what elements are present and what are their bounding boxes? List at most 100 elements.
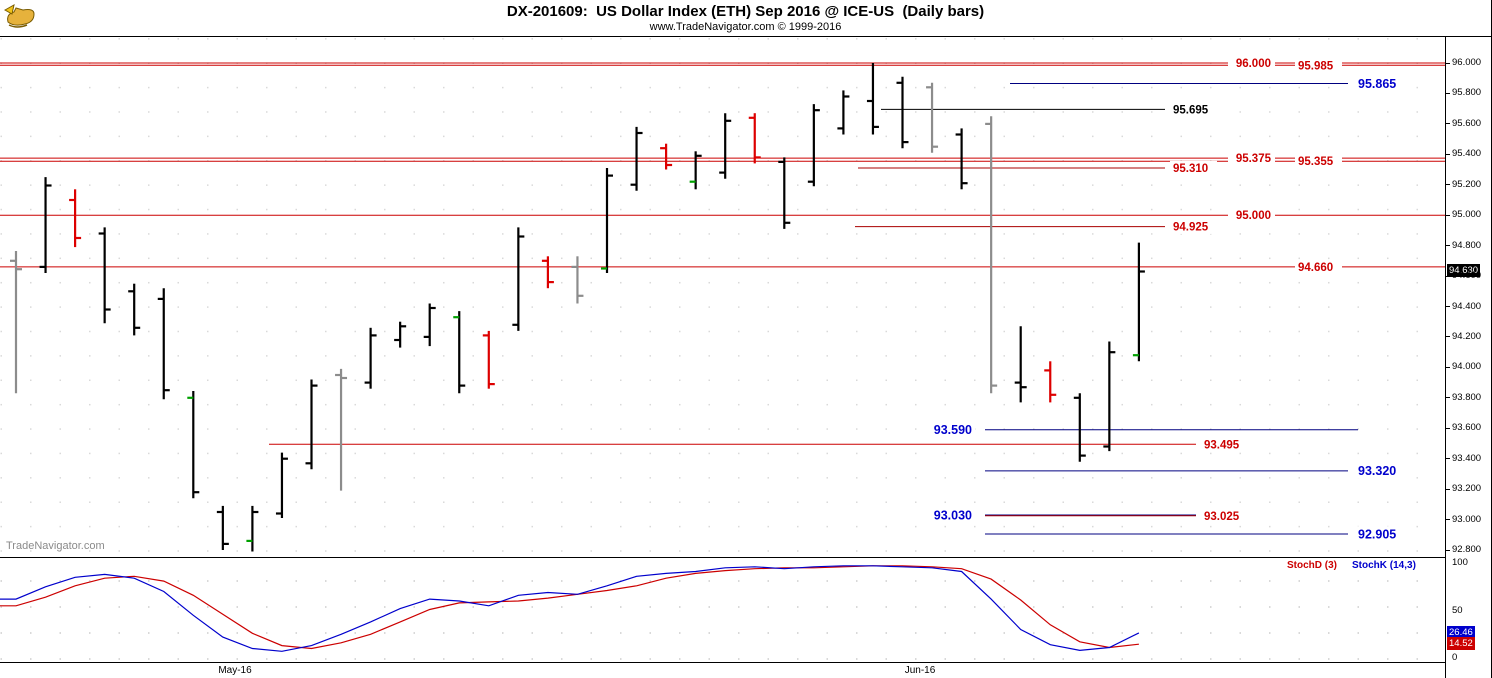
stochd-value-badge: 14.52	[1447, 637, 1475, 650]
price-axis-tickmark	[1446, 123, 1450, 125]
ohlc-bar[interactable]	[837, 90, 850, 135]
price-tick-label: 93.200	[1452, 483, 1482, 495]
price-tick-label: 95.200	[1452, 178, 1482, 190]
ohlc-bar[interactable]	[335, 368, 348, 491]
ohlc-bar[interactable]	[571, 256, 584, 304]
stochk-legend[interactable]: StochK (14,3)	[1352, 560, 1416, 571]
price-level-label: 95.355	[1295, 153, 1342, 169]
svg-text:95.695: 95.695	[1173, 104, 1209, 116]
price-tick-label: 95.000	[1452, 209, 1482, 221]
price-level-label: 92.905	[1355, 526, 1405, 542]
ohlc-bar[interactable]	[660, 143, 673, 170]
price-level-label: 94.660	[1295, 259, 1342, 275]
ohlc-bar[interactable]	[689, 151, 702, 190]
ohlc-bar[interactable]	[926, 82, 939, 153]
svg-text:95.310: 95.310	[1173, 163, 1208, 175]
price-axis-tickmark	[1446, 214, 1450, 216]
price-axis-tickmark	[1446, 427, 1450, 429]
svg-text:93.025: 93.025	[1204, 511, 1240, 523]
ohlc-bar[interactable]	[896, 76, 909, 149]
price-axis-tickmark	[1446, 336, 1450, 338]
svg-text:94.925: 94.925	[1173, 222, 1209, 234]
ohlc-bar[interactable]	[394, 321, 407, 348]
stochk-value-badge: 26.46	[1447, 626, 1475, 639]
stoch-tick-label: 0	[1452, 652, 1458, 663]
price-tick-label: 96.000	[1452, 57, 1482, 68]
price-axis-tickmark	[1446, 275, 1450, 277]
trade-navigator-logo-icon	[3, 4, 35, 28]
ohlc-bar[interactable]	[423, 303, 436, 347]
ohlc-bar[interactable]	[630, 126, 643, 191]
ohlc-bar[interactable]	[128, 283, 141, 336]
ohlc-bar[interactable]	[541, 256, 554, 289]
ohlc-bar[interactable]	[512, 227, 525, 331]
ohlc-bar[interactable]	[748, 113, 761, 164]
ohlc-bar[interactable]	[10, 251, 22, 394]
stochd-legend[interactable]: StochD (3)	[1287, 560, 1337, 571]
price-tick-label: 94.200	[1452, 330, 1482, 342]
ohlc-bar[interactable]	[246, 505, 259, 552]
stochastic-panel[interactable]: StochD (3) StochK (14,3)	[0, 557, 1445, 662]
price-axis-tickmark	[1446, 153, 1450, 155]
price-tick-label: 94.000	[1452, 361, 1482, 373]
price-level-label: 94.925	[1170, 219, 1217, 234]
ohlc-bar[interactable]	[453, 311, 466, 394]
price-tick-label: 94.400	[1452, 300, 1482, 312]
stoch-tick-label: 50	[1452, 604, 1463, 616]
price-axis-tickmark	[1446, 92, 1450, 94]
ohlc-bar[interactable]	[305, 379, 318, 470]
svg-text:96.000: 96.000	[1236, 58, 1271, 70]
price-level-label: 93.030	[925, 507, 975, 523]
price-tick-label: 93.800	[1452, 391, 1482, 403]
ohlc-bar[interactable]	[778, 157, 791, 229]
stoch-tick-label: 100	[1452, 557, 1468, 568]
ohlc-bar[interactable]	[866, 63, 879, 135]
ohlc-bar[interactable]	[482, 330, 495, 389]
time-axis[interactable]: May-16 Jun-16	[0, 662, 1445, 678]
price-level-label: 95.985	[1295, 58, 1342, 73]
ohlc-bar[interactable]	[1103, 341, 1116, 452]
ohlc-bar[interactable]	[275, 452, 288, 518]
chart-subtitle: www.TradeNavigator.com © 1999-2016	[649, 21, 842, 33]
ohlc-bar[interactable]	[157, 288, 170, 400]
ohlc-bar[interactable]	[955, 128, 968, 190]
price-level-label: 95.310	[1170, 160, 1217, 176]
ohlc-bar[interactable]	[1044, 361, 1057, 403]
price-level-label: 93.025	[1201, 508, 1248, 523]
price-axis-tickmark	[1446, 519, 1450, 521]
ohlc-bar[interactable]	[364, 327, 377, 389]
ohlc-bar[interactable]	[1014, 326, 1027, 403]
price-level-label: 95.000	[1228, 207, 1275, 223]
stochastic-plot[interactable]	[0, 558, 1445, 662]
ohlc-bar[interactable]	[69, 189, 82, 248]
price-axis[interactable]: 94.630 26.46 14.52 96.000 95.800 95.600 95.…	[1445, 36, 1491, 678]
chart-title: DX-201609: US Dollar Index (ETH) Sep 201…	[506, 3, 985, 20]
ohlc-bar[interactable]	[1073, 393, 1086, 462]
ohlc-bar[interactable]	[601, 168, 613, 273]
price-chart-panel[interactable]: 96.000 95.985 95.865 95.695 95.375 95.355 95.3…	[0, 36, 1445, 557]
price-level-label: 95.695	[1170, 102, 1217, 117]
price-axis-tickmark	[1446, 245, 1450, 247]
ohlc-bar[interactable]	[985, 116, 998, 394]
price-axis-tickmark	[1446, 62, 1450, 64]
svg-text:95.985: 95.985	[1298, 60, 1334, 72]
ohlc-plot[interactable]: 96.000 95.985 95.865 95.695 95.375 95.355 95.3…	[0, 37, 1445, 557]
price-axis-tickmark	[1446, 488, 1450, 490]
price-tick-label: 94.600	[1452, 270, 1482, 282]
ohlc-bar[interactable]	[1132, 242, 1145, 362]
svg-text:93.320: 93.320	[1358, 464, 1396, 478]
stochd-line	[0, 565, 1139, 650]
time-axis-label: May-16	[218, 665, 252, 676]
ohlc-bar[interactable]	[216, 505, 229, 550]
ohlc-bar[interactable]	[39, 177, 52, 273]
price-level-label: 96.000	[1228, 55, 1275, 71]
stochk-line	[0, 565, 1140, 652]
ohlc-bar[interactable]	[807, 104, 820, 187]
time-axis-label: Jun-16	[904, 665, 936, 676]
price-level-label: 93.320	[1355, 463, 1405, 479]
ohlc-bar[interactable]	[98, 227, 111, 324]
ohlc-bar[interactable]	[187, 391, 200, 499]
ohlc-bar[interactable]	[719, 113, 732, 179]
price-axis-tickmark	[1446, 306, 1450, 307]
price-axis-tickmark	[1446, 397, 1450, 399]
